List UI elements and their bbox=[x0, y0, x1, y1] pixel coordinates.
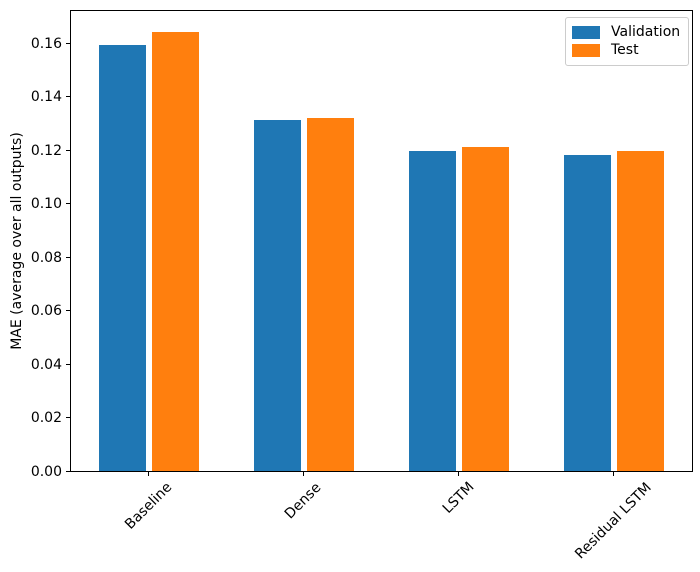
legend-swatch-validation bbox=[572, 26, 600, 39]
y-tick-label: 0.14 bbox=[30, 89, 62, 106]
y-tick-label: 0.04 bbox=[30, 356, 62, 373]
y-tick-label: 0.06 bbox=[30, 303, 62, 320]
y-tick-mark bbox=[66, 42, 70, 44]
y-tick-label: 0.08 bbox=[30, 249, 62, 266]
y-tick-label: 0.00 bbox=[30, 464, 62, 480]
bar-test-residual-lstm bbox=[617, 151, 665, 471]
bar-validation-baseline bbox=[99, 45, 147, 471]
y-tick-mark bbox=[66, 363, 70, 365]
plot-area bbox=[70, 10, 693, 472]
bar-test-dense bbox=[307, 117, 355, 471]
bar-test-baseline bbox=[152, 32, 200, 471]
x-tick-label-residual-lstm: Residual LSTM bbox=[571, 479, 655, 563]
x-tick-mark bbox=[612, 472, 614, 476]
bar-validation-dense bbox=[254, 120, 302, 471]
legend-label-test: Test bbox=[611, 42, 639, 58]
y-tick-label: 0.02 bbox=[30, 410, 62, 427]
legend-swatch-test bbox=[572, 44, 600, 57]
x-tick-label-baseline: Baseline bbox=[121, 479, 176, 533]
y-tick-label: 0.10 bbox=[30, 196, 62, 213]
legend-label-validation: Validation bbox=[611, 24, 681, 40]
x-tick-label-lstm: LSTM bbox=[439, 479, 478, 518]
bar-test-lstm bbox=[462, 147, 510, 471]
legend: Validation Test bbox=[565, 17, 690, 66]
y-tick-mark bbox=[66, 149, 70, 151]
bar-validation-lstm bbox=[409, 151, 457, 471]
x-tick-mark bbox=[147, 472, 149, 476]
legend-entry-test: Test bbox=[572, 42, 680, 59]
y-tick-mark bbox=[66, 96, 70, 98]
x-tick-mark bbox=[457, 472, 459, 476]
y-tick-label: 0.12 bbox=[30, 142, 62, 159]
x-tick-label-dense: Dense bbox=[282, 479, 325, 523]
y-tick-mark bbox=[66, 203, 70, 205]
x-tick-mark bbox=[302, 472, 304, 476]
y-tick-label: 0.16 bbox=[30, 35, 62, 52]
bar-validation-residual-lstm bbox=[564, 155, 612, 471]
legend-entry-validation: Validation bbox=[572, 24, 680, 41]
y-tick-mark bbox=[66, 417, 70, 419]
y-tick-mark bbox=[66, 310, 70, 312]
y-tick-mark bbox=[66, 471, 70, 472]
y-tick-mark bbox=[66, 256, 70, 258]
